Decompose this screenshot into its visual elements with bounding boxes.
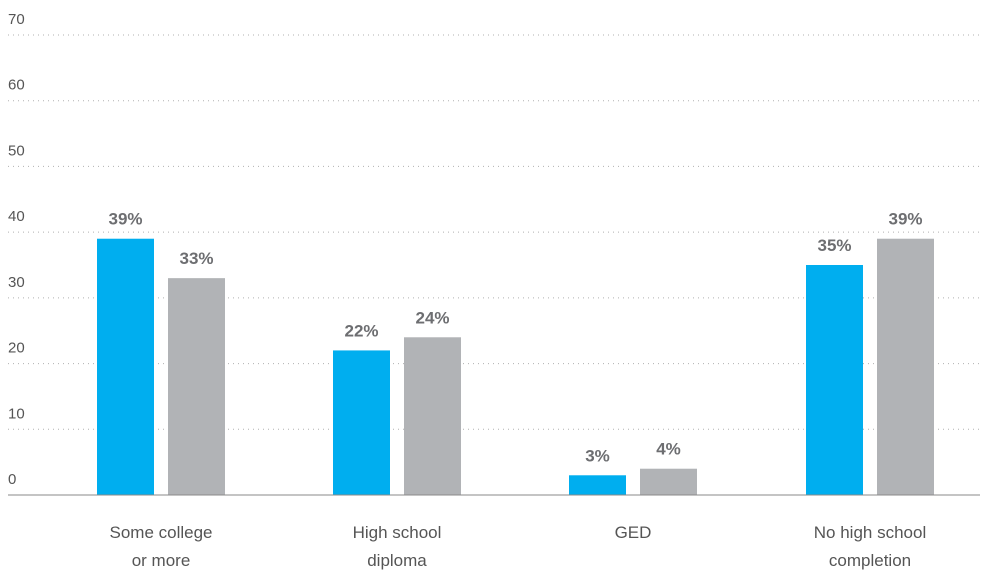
- x-axis-categories: Some college or more High school diploma GED…: [109, 523, 926, 570]
- value-label: 4%: [656, 440, 681, 459]
- y-tick-label: 0: [8, 471, 16, 488]
- y-tick-label: 30: [8, 274, 25, 291]
- bar-series0-cat0: [97, 238, 154, 495]
- category-label: or more: [132, 551, 191, 570]
- category-label: High school: [353, 523, 442, 542]
- bars: [97, 238, 934, 495]
- bar-series1-cat3: [877, 238, 934, 495]
- y-axis-ticks: 0 10 20 30 40 50 60 70: [8, 11, 25, 488]
- value-label: 39%: [888, 210, 922, 229]
- category-label: completion: [829, 551, 911, 570]
- bar-series1-cat1: [404, 337, 461, 495]
- category-label: GED: [615, 523, 652, 542]
- category-label: Some college: [109, 523, 212, 542]
- value-label: 33%: [179, 249, 213, 268]
- bar-series0-cat3: [806, 265, 863, 495]
- category-label: diploma: [367, 551, 427, 570]
- y-tick-label: 60: [8, 77, 25, 94]
- y-tick-label: 40: [8, 208, 25, 225]
- value-label: 24%: [415, 308, 449, 327]
- y-tick-label: 70: [8, 11, 25, 28]
- bar-series1-cat2: [640, 468, 697, 495]
- bar-series1-cat0: [168, 278, 225, 495]
- bar-series0-cat2: [569, 475, 626, 495]
- value-labels: 39% 33% 22% 24% 3% 4% 35% 39%: [108, 210, 922, 466]
- value-label: 3%: [585, 446, 610, 465]
- y-tick-label: 50: [8, 142, 25, 159]
- category-label: No high school: [814, 523, 926, 542]
- value-label: 39%: [108, 210, 142, 229]
- value-label: 35%: [817, 236, 851, 255]
- value-label: 22%: [344, 321, 378, 340]
- y-tick-label: 20: [8, 340, 25, 357]
- bar-series0-cat1: [333, 350, 390, 495]
- y-tick-label: 10: [8, 405, 25, 422]
